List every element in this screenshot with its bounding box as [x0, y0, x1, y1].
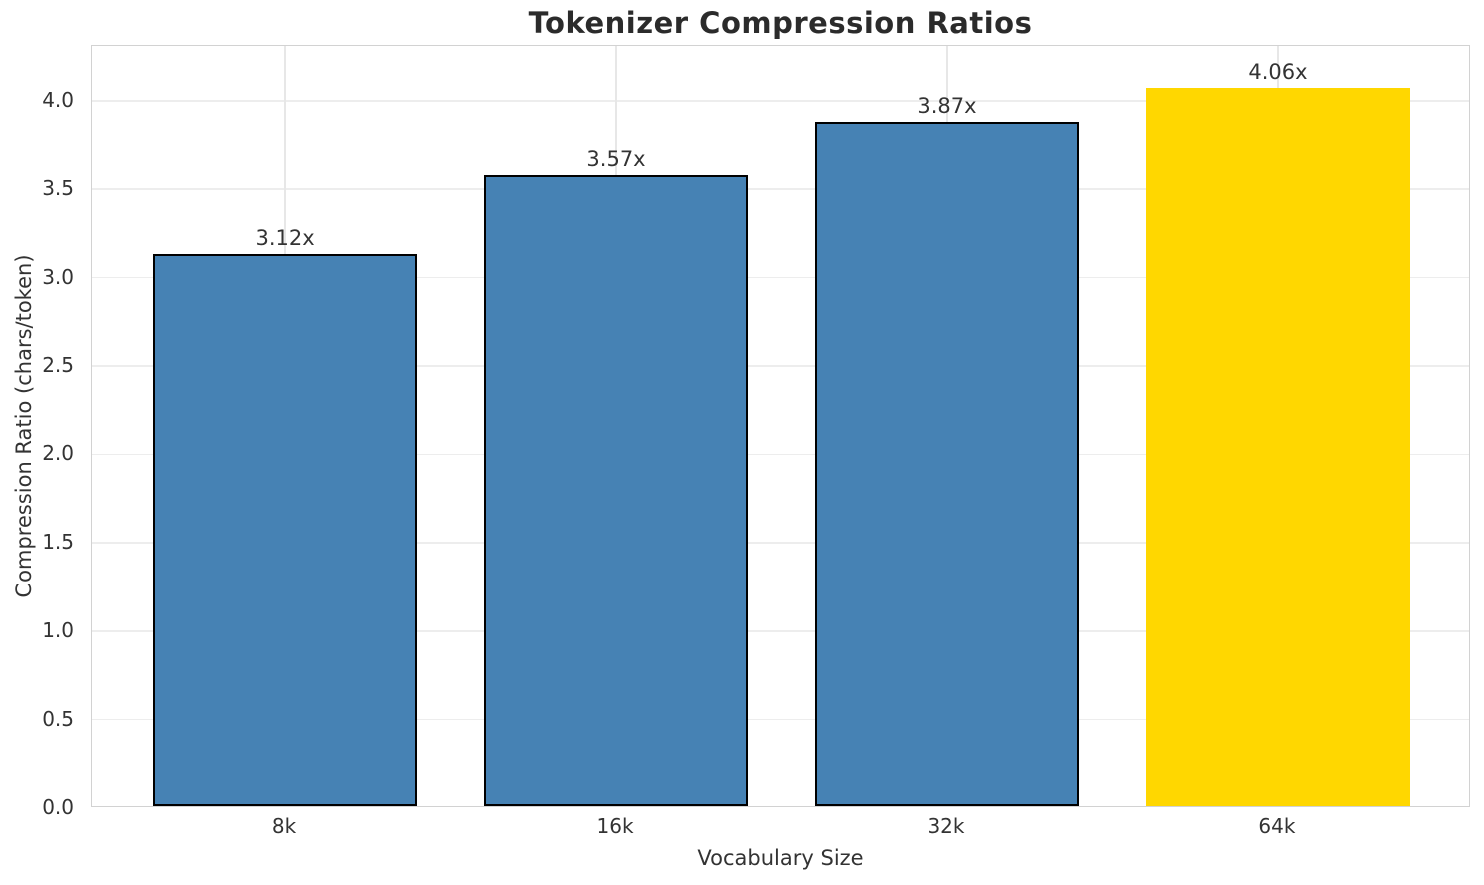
y-axis-label: Compression Ratio (chars/token): [12, 254, 36, 598]
y-tick-label: 2.0: [42, 441, 74, 466]
y-tick-label: 2.5: [42, 353, 74, 377]
x-tick-label: 8k: [271, 814, 297, 838]
bar-16k: [483, 174, 749, 806]
horizontal-gridline: [92, 188, 1469, 190]
y-tick-label: 3.5: [42, 176, 74, 201]
horizontal-gridline: [92, 630, 1469, 632]
y-tick-label: 0.0: [42, 795, 74, 819]
x-tick-label: 16k: [596, 814, 634, 838]
bar-value-label: 3.87x: [917, 93, 977, 118]
horizontal-gridline: [92, 542, 1469, 544]
x-axis: 8k 16k 32k 64k: [91, 812, 1470, 844]
x-axis-label: Vocabulary Size: [697, 846, 864, 870]
y-tick-label: 3.0: [42, 264, 74, 289]
y-tick-label: 4.0: [42, 87, 74, 112]
horizontal-gridline: [92, 453, 1469, 456]
bar-64k: [1145, 88, 1411, 806]
chart-title: Tokenizer Compression Ratios: [528, 6, 1033, 40]
horizontal-gridline: [92, 718, 1469, 721]
y-axis: 0.0 0.5 1.0 1.5 2.0 2.5 3.0 3.5 4.0: [0, 45, 78, 819]
x-tick-label: 64k: [1258, 814, 1296, 838]
y-tick-label: 1.0: [42, 618, 74, 643]
y-tick-label: 0.5: [42, 706, 74, 731]
x-tick-label: 32k: [927, 814, 965, 838]
bar-value-label: 3.12x: [255, 226, 315, 251]
plot-area: 3.12x 3.57x 3.87x 4.06x: [91, 45, 1470, 807]
horizontal-gridline: [92, 365, 1469, 367]
bar-32k: [814, 121, 1080, 806]
bar-8k: [152, 254, 418, 806]
bar-value-label: 4.06x: [1248, 60, 1308, 85]
horizontal-gridline: [92, 100, 1469, 102]
y-tick-label: 1.5: [42, 529, 74, 554]
bar-value-label: 3.57x: [586, 146, 646, 171]
horizontal-gridline: [92, 276, 1469, 279]
